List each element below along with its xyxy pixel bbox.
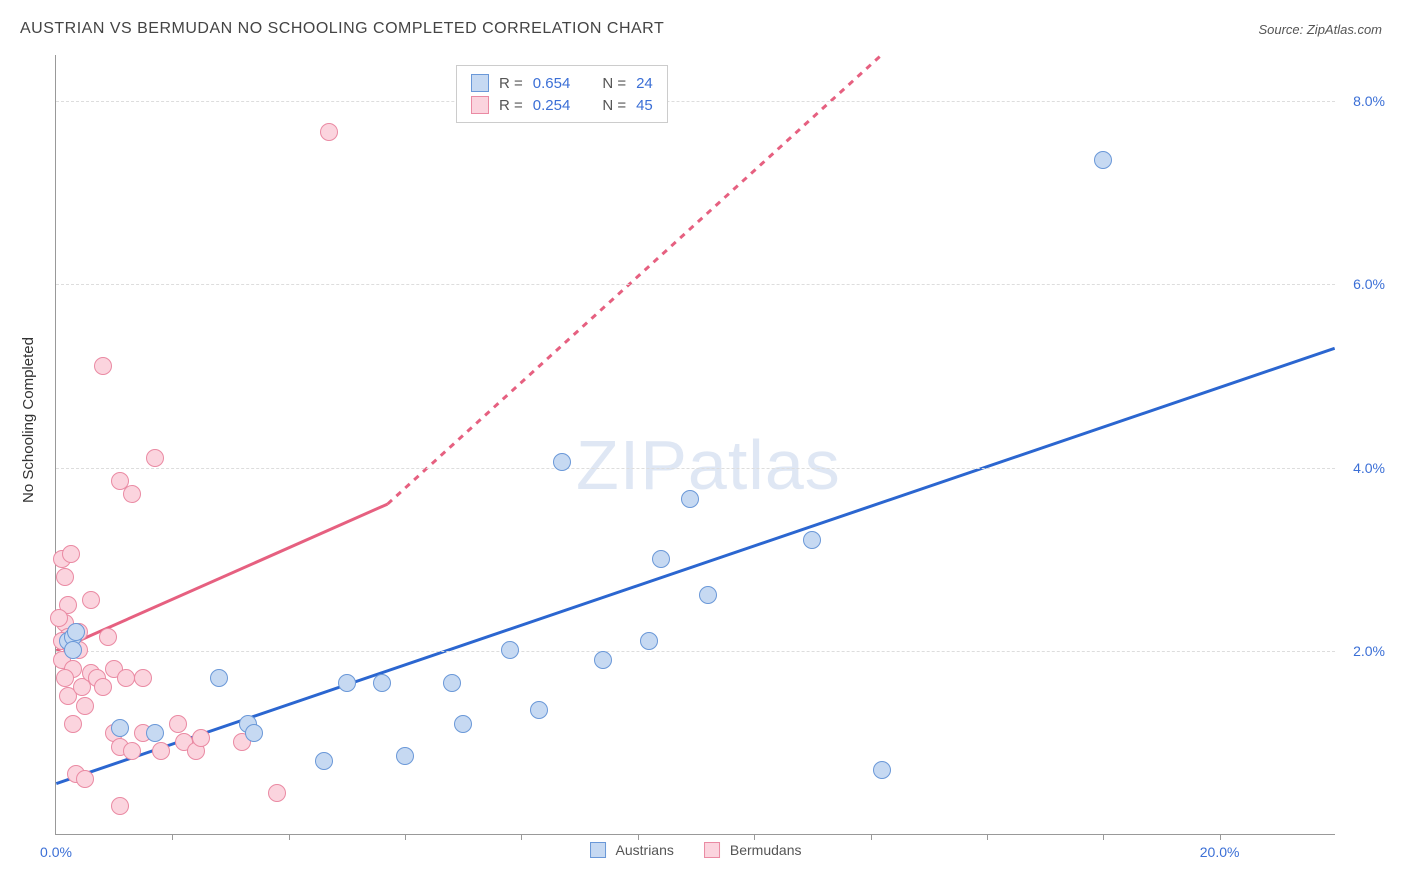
point-bermudan [152, 742, 170, 760]
point-austrian [553, 453, 571, 471]
point-austrian [640, 632, 658, 650]
source-attribution: Source: ZipAtlas.com [1258, 22, 1382, 37]
point-austrian [245, 724, 263, 742]
x-tick [172, 834, 173, 840]
gridline [56, 101, 1335, 102]
y-tick-label: 4.0% [1353, 460, 1385, 476]
point-bermudan [192, 729, 210, 747]
swatch-blue [471, 74, 489, 92]
n-label: N = [602, 75, 626, 92]
stat-row-pink: R = 0.254 N = 45 [471, 94, 653, 116]
point-bermudan [82, 591, 100, 609]
point-bermudan [134, 669, 152, 687]
point-bermudan [56, 568, 74, 586]
x-tick-label: 0.0% [40, 844, 72, 860]
point-austrian [315, 752, 333, 770]
point-austrian [146, 724, 164, 742]
n-value: 24 [636, 75, 653, 92]
point-bermudan [76, 770, 94, 788]
x-tick [1220, 834, 1221, 840]
point-austrian [594, 651, 612, 669]
legend-item-bermudans: Bermudans [704, 840, 802, 860]
point-bermudan [320, 123, 338, 141]
point-austrian [1094, 151, 1112, 169]
point-bermudan [76, 697, 94, 715]
gridline [56, 284, 1335, 285]
point-bermudan [146, 449, 164, 467]
point-bermudan [268, 784, 286, 802]
x-tick [987, 834, 988, 840]
x-tick [289, 834, 290, 840]
point-bermudan [117, 669, 135, 687]
point-austrian [454, 715, 472, 733]
y-tick-label: 8.0% [1353, 93, 1385, 109]
point-austrian [373, 674, 391, 692]
point-austrian [338, 674, 356, 692]
point-bermudan [169, 715, 187, 733]
point-austrian [64, 641, 82, 659]
swatch-pink [704, 842, 720, 858]
point-bermudan [50, 609, 68, 627]
legend-label: Austrians [616, 842, 674, 858]
r-label: R = [499, 75, 523, 92]
y-tick-label: 6.0% [1353, 276, 1385, 292]
watermark: ZIPatlas [576, 425, 841, 505]
page-title: AUSTRIAN VS BERMUDAN NO SCHOOLING COMPLE… [20, 20, 664, 38]
y-axis-label: No Schooling Completed [20, 337, 37, 503]
point-austrian [699, 586, 717, 604]
x-tick-label: 20.0% [1200, 844, 1240, 860]
point-bermudan [111, 797, 129, 815]
gridline [56, 468, 1335, 469]
x-tick [521, 834, 522, 840]
point-bermudan [94, 357, 112, 375]
y-tick-label: 2.0% [1353, 643, 1385, 659]
point-bermudan [56, 669, 74, 687]
n-label: N = [602, 97, 626, 114]
r-value: 0.254 [533, 97, 571, 114]
point-austrian [530, 701, 548, 719]
x-tick [871, 834, 872, 840]
x-tick [638, 834, 639, 840]
point-austrian [210, 669, 228, 687]
legend-item-austrians: Austrians [590, 840, 674, 860]
stat-row-blue: R = 0.654 N = 24 [471, 72, 653, 94]
point-bermudan [123, 742, 141, 760]
scatter-plot: ZIPatlas R = 0.654 N = 24 R = 0.254 N = … [55, 55, 1335, 835]
point-austrian [803, 531, 821, 549]
point-austrian [873, 761, 891, 779]
point-bermudan [123, 485, 141, 503]
point-bermudan [64, 715, 82, 733]
point-austrian [67, 623, 85, 641]
swatch-pink [471, 96, 489, 114]
point-bermudan [62, 545, 80, 563]
point-austrian [396, 747, 414, 765]
point-bermudan [94, 678, 112, 696]
x-tick [754, 834, 755, 840]
point-austrian [111, 719, 129, 737]
x-tick [1103, 834, 1104, 840]
point-bermudan [99, 628, 117, 646]
point-austrian [443, 674, 461, 692]
gridline [56, 651, 1335, 652]
x-tick [405, 834, 406, 840]
series-legend: Austrians Bermudans [590, 840, 802, 860]
swatch-blue [590, 842, 606, 858]
r-value: 0.654 [533, 75, 571, 92]
point-austrian [681, 490, 699, 508]
r-label: R = [499, 97, 523, 114]
legend-label: Bermudans [730, 842, 802, 858]
n-value: 45 [636, 97, 653, 114]
point-austrian [501, 641, 519, 659]
point-austrian [652, 550, 670, 568]
stats-legend: R = 0.654 N = 24 R = 0.254 N = 45 [456, 65, 668, 123]
